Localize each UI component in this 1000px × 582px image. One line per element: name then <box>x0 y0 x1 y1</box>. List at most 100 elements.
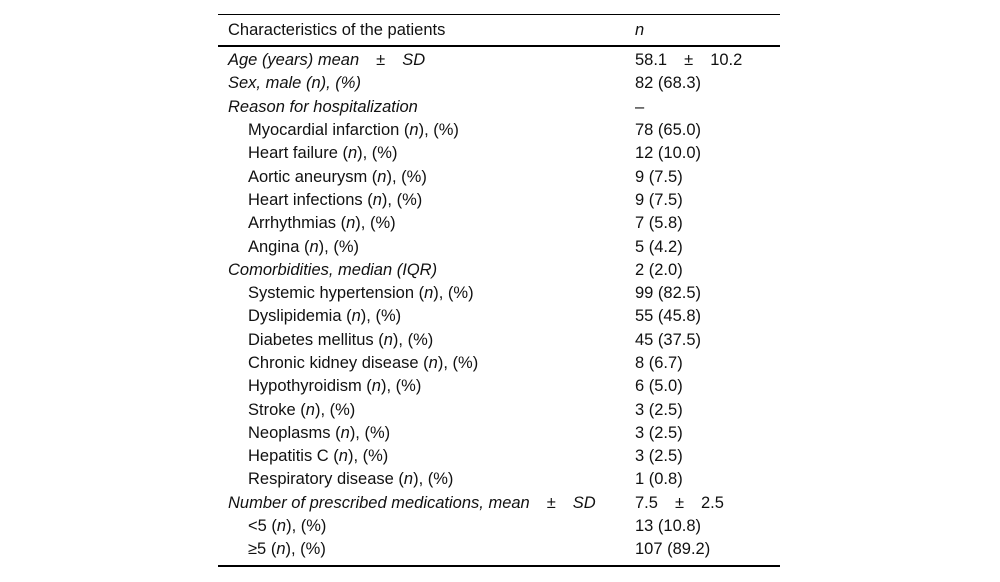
text-segment: 3 (2.5) <box>635 447 683 466</box>
text-segment: 55 (45.8) <box>635 307 702 326</box>
text-segment: ), (%) <box>314 400 356 419</box>
table-row: Number of prescribed medications, mean ± S… <box>218 492 780 515</box>
row-label: Aortic aneurysm (n), (%) <box>218 168 635 187</box>
text-segment: SD <box>402 51 426 70</box>
row-value: 5 (4.2) <box>635 238 780 257</box>
table-row: Hypothyroidism (n), (%) 6 (5.0) <box>218 375 780 398</box>
row-label: Diabetes mellitus (n), (%) <box>218 331 635 350</box>
row-value: 7.5 ±2.5 <box>635 494 780 513</box>
text-segment: ), (%) <box>286 517 327 536</box>
text-segment: ), (%) <box>433 284 474 303</box>
text-segment: Reason for hospitalization <box>228 97 418 116</box>
text-segment: Number of prescribed medications, mean <box>228 493 530 512</box>
text-segment: 78 (65.0) <box>635 121 702 140</box>
row-label: Number of prescribed medications, mean ± S… <box>218 494 635 513</box>
row-value: 3 (2.5) <box>635 424 780 443</box>
text-segment: n <box>276 517 287 536</box>
text-segment: ), (%) <box>355 214 396 233</box>
text-segment: ), (%) <box>357 144 398 163</box>
text-segment: ), (%) <box>418 121 459 140</box>
text-segment: 9 (7.5) <box>635 167 683 186</box>
table-row: Stroke (n), (%) 3 (2.5) <box>218 398 780 421</box>
text-segment: n <box>338 447 348 466</box>
text-segment: 13 (10.8) <box>635 517 702 536</box>
table-row: Diabetes mellitus (n), (%) 45 (37.5) <box>218 329 780 352</box>
text-segment: 7 (5.8) <box>635 214 683 233</box>
row-label: Age (years) mean ± SD <box>218 51 635 70</box>
table-row: Comorbidities, median (IQR) 2 (2.0) <box>218 259 780 282</box>
row-value: 7 (5.8) <box>635 214 780 233</box>
text-segment: Respiratory disease ( <box>248 470 404 489</box>
text-segment: n <box>428 354 438 372</box>
row-label: Chronic kidney disease (n), (%) <box>218 354 635 373</box>
header-cell-n: n <box>635 20 645 39</box>
text-segment: <5 ( <box>248 517 277 536</box>
text-segment: 82 (68.3) <box>635 74 702 93</box>
table-row: <5 (n), (%) 13 (10.8) <box>218 515 780 538</box>
text-segment: 45 (37.5) <box>635 330 702 349</box>
table-row: Reason for hospitalization – <box>218 96 780 119</box>
row-value: 99 (82.5) <box>635 284 780 303</box>
text-segment: ), (%) <box>386 167 427 186</box>
text-segment: 10.2 <box>710 51 743 70</box>
row-value: 58.1 ±10.2 <box>635 51 780 70</box>
text-segment: ), (%) <box>285 540 326 559</box>
text-segment: 7.5 <box>635 493 658 512</box>
row-label: Heart failure (n), (%) <box>218 144 635 163</box>
text-segment: Myocardial infarction ( <box>248 121 410 140</box>
table-row: Age (years) mean ± SD 58.1 ±10.2 <box>218 49 780 72</box>
text-segment: ), (%) <box>381 190 423 209</box>
row-value: 12 (10.0) <box>635 144 780 163</box>
text-segment: ), (%) <box>349 423 391 442</box>
text-segment: ), (%) <box>360 307 402 326</box>
text-segment: Arrhythmias ( <box>248 214 347 233</box>
text-segment: ), (%) <box>413 470 454 489</box>
table-body: Age (years) mean ± SD 58.1 ±10.2 Sex, male (n… <box>218 47 780 565</box>
text-segment: Heart infections ( <box>248 190 373 209</box>
row-label: ≥5 (n), (%) <box>218 540 635 559</box>
row-label: Dyslipidemia (n), (%) <box>218 307 635 326</box>
text-segment: Angina ( <box>248 237 310 256</box>
text-segment: Comorbidities, median (IQR) <box>228 260 438 279</box>
text-segment: ± <box>546 493 556 512</box>
table-row: Heart infections (n), (%) 9 (7.5) <box>218 189 780 212</box>
text-segment: n <box>409 121 419 140</box>
table-row: Angina (n), (%) 5 (4.2) <box>218 235 780 258</box>
table-row: Sex, male (n), (%) 82 (68.3) <box>218 72 780 95</box>
table-row: Myocardial infarction (n), (%) 78 (65.0) <box>218 119 780 142</box>
text-segment: ± <box>684 51 694 70</box>
row-value: 2 (2.0) <box>635 261 780 280</box>
row-value: 6 (5.0) <box>635 377 780 396</box>
table-row: Aortic aneurysm (n), (%) 9 (7.5) <box>218 165 780 188</box>
row-label: Myocardial infarction (n), (%) <box>218 121 635 140</box>
row-value: 55 (45.8) <box>635 307 780 326</box>
text-segment: SD <box>572 493 596 512</box>
text-segment: 12 (10.0) <box>635 144 702 163</box>
row-label: Hepatitis C (n), (%) <box>218 447 635 466</box>
row-label: Systemic hypertension (n), (%) <box>218 284 635 303</box>
text-segment: 1 (0.8) <box>635 470 683 489</box>
table-row: Neoplasms (n), (%) 3 (2.5) <box>218 422 780 445</box>
row-label: Stroke (n), (%) <box>218 401 635 420</box>
row-label: <5 (n), (%) <box>218 517 635 536</box>
text-segment: 5 (4.2) <box>635 237 683 256</box>
text-segment: n <box>403 470 414 489</box>
text-segment: n <box>351 307 361 326</box>
text-segment: 2 (2.0) <box>635 260 683 279</box>
table-row: Systemic hypertension (n), (%) 99 (82.5) <box>218 282 780 305</box>
text-segment: n <box>371 377 381 396</box>
row-value: 8 (6.7) <box>635 354 780 373</box>
text-segment: ), (%) <box>437 354 479 372</box>
row-label: Hypothyroidism (n), (%) <box>218 377 635 396</box>
text-segment: 6 (5.0) <box>635 377 683 396</box>
row-label: Heart infections (n), (%) <box>218 191 635 210</box>
text-segment: Age (years) mean <box>228 51 360 70</box>
text-segment: n <box>309 237 319 256</box>
row-label: Comorbidities, median (IQR) <box>218 261 635 280</box>
row-label: Reason for hospitalization <box>218 98 635 117</box>
table-row: Dyslipidemia (n), (%) 55 (45.8) <box>218 305 780 328</box>
text-segment: Sex, male (n), (%) <box>228 74 361 93</box>
text-segment: ), (%) <box>380 377 422 396</box>
text-segment: n <box>383 330 393 349</box>
